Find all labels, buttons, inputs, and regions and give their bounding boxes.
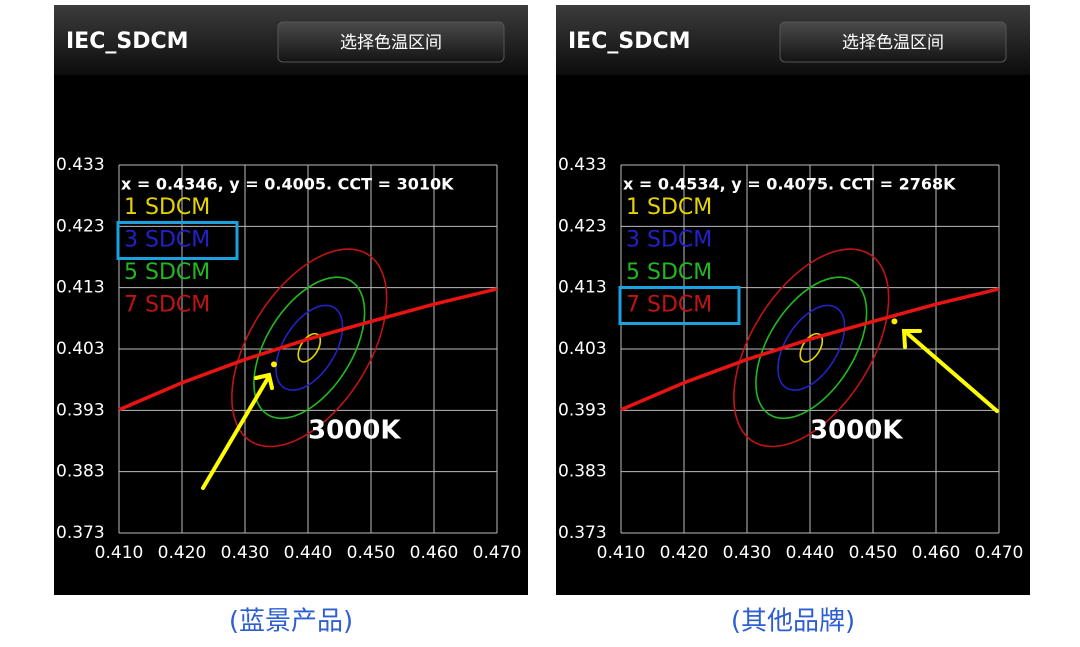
y-tick-label: 0.383 [558, 462, 607, 482]
sdcm-ellipse [297, 332, 322, 363]
y-tick-label: 0.373 [56, 523, 105, 543]
y-tick-label: 0.413 [558, 278, 607, 298]
sdcm-ellipse [253, 276, 366, 420]
select-button[interactable] [277, 21, 505, 63]
app-title: IEC_SDCM [66, 29, 189, 54]
legend-entry: 7 SDCM [626, 293, 712, 318]
legend-entry: 5 SDCM [626, 260, 712, 285]
button-label: 选择色温区间 [340, 33, 442, 53]
measured-point [891, 318, 898, 325]
arrow [201, 376, 270, 490]
x-tick-label: 0.420 [660, 543, 709, 563]
legend-entry: 1 SDCM [626, 195, 712, 220]
y-tick-label: 0.423 [558, 216, 607, 236]
y-tick-label: 0.393 [558, 400, 607, 420]
y-tick-label: 0.383 [56, 462, 105, 482]
y-tick-label: 0.403 [558, 339, 607, 359]
sdcm-ellipse [799, 332, 824, 363]
readout: x = 0.4346, y = 0.4005. CCT = 3010K [121, 175, 454, 194]
legend-entry: 7 SDCM [124, 293, 210, 318]
x-tick-label: 0.430 [723, 543, 772, 563]
x-tick-label: 0.440 [284, 543, 333, 563]
legend-entry: 5 SDCM [124, 260, 210, 285]
x-tick-label: 0.450 [849, 543, 898, 563]
y-tick-label: 0.373 [558, 523, 607, 543]
button-label: 选择色温区间 [842, 33, 944, 53]
caption: (蓝景产品) [229, 607, 353, 637]
x-tick-label: 0.460 [410, 543, 459, 563]
x-tick-label: 0.470 [975, 543, 1024, 563]
y-tick-label: 0.433 [558, 155, 607, 175]
panel: IEC_SDCM 选择色温区间 0.410 0.420 0.430 0.440 0.450 0… [556, 5, 1030, 637]
x-tick-label: 0.420 [158, 543, 207, 563]
y-tick-label: 0.433 [56, 155, 105, 175]
y-tick-label: 0.393 [56, 400, 105, 420]
x-tick-label: 0.470 [473, 543, 522, 563]
arrow [906, 332, 999, 413]
x-tick-label: 0.460 [912, 543, 961, 563]
sdcm-ellipse [733, 248, 890, 448]
y-tick-label: 0.423 [56, 216, 105, 236]
legend-entry: 3 SDCM [626, 228, 712, 253]
panel: IEC_SDCM 选择色温区间 0.410 0.420 0.430 0.440 0.450 0… [54, 5, 528, 637]
y-tick-label: 0.403 [56, 339, 105, 359]
x-tick-label: 0.410 [95, 543, 144, 563]
sdcm-ellipse [275, 304, 344, 391]
highlight-box [116, 221, 239, 260]
legend-entry: 1 SDCM [124, 195, 210, 220]
x-tick-label: 0.430 [221, 543, 270, 563]
readout: x = 0.4534, y = 0.4075. CCT = 2768K [623, 175, 956, 194]
cct-label: 3000K [308, 416, 401, 446]
arrow-head [254, 372, 274, 390]
caption: (其他品牌) [731, 607, 855, 637]
planckian-locus [118, 287, 498, 412]
select-button[interactable] [779, 21, 1007, 63]
cct-label: 3000K [810, 416, 903, 446]
highlight-box [618, 286, 741, 325]
y-tick-label: 0.413 [56, 278, 105, 298]
planckian-locus [620, 287, 1000, 412]
sdcm-ellipse [755, 276, 868, 420]
sdcm-ellipse [231, 248, 388, 448]
arrows [201, 329, 999, 490]
app-title: IEC_SDCM [568, 29, 691, 54]
x-tick-label: 0.440 [786, 543, 835, 563]
x-tick-label: 0.410 [597, 543, 646, 563]
measured-point [270, 361, 277, 368]
sdcm-ellipse [777, 304, 846, 391]
x-tick-label: 0.450 [347, 543, 396, 563]
arrow-head [901, 329, 922, 349]
legend-entry: 3 SDCM [124, 228, 210, 253]
